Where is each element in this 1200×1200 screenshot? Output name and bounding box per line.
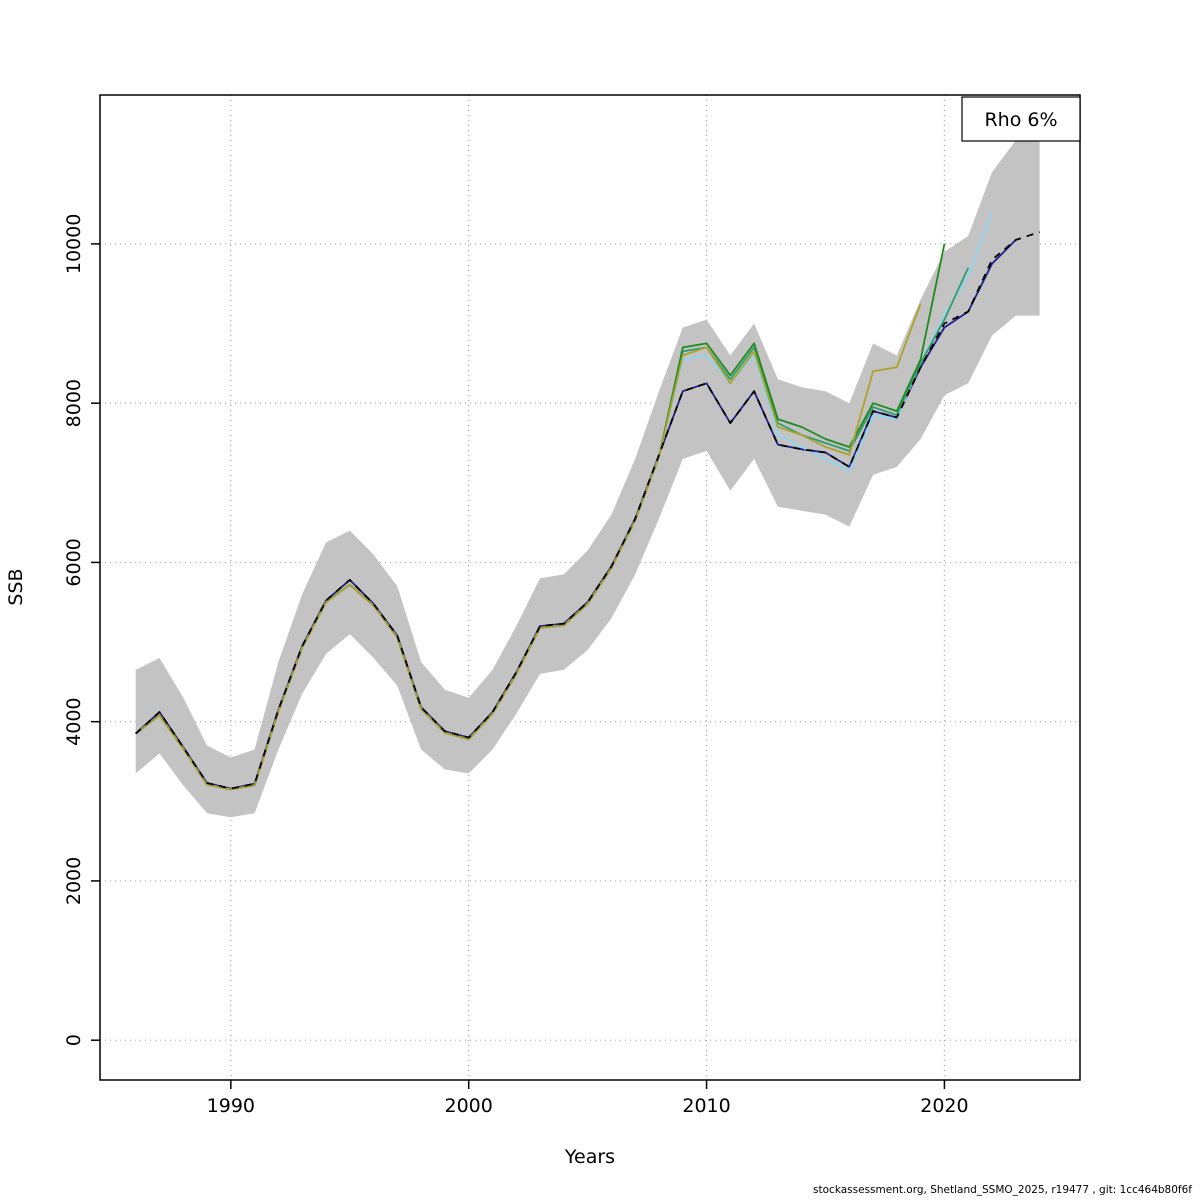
plot-border <box>99 94 1081 1081</box>
y-tick-label-6000: 6000 <box>63 538 85 586</box>
y-tick-label-4000: 4000 <box>63 697 85 745</box>
x-tick-label-2000: 2000 <box>445 1095 493 1117</box>
retro-peel-2020-green <box>135 243 946 791</box>
base-run-dashed <box>135 231 1040 790</box>
legend-box <box>961 96 1081 142</box>
y-axis-title: SSB <box>5 568 27 606</box>
x-tick-label-2020: 2020 <box>920 1095 968 1117</box>
y-tick-label-8000: 8000 <box>63 379 85 427</box>
x-axis-title: Years <box>564 1146 616 1168</box>
x-tick-label-1990: 1990 <box>207 1095 255 1117</box>
x-tick-label-2010: 2010 <box>682 1095 730 1117</box>
retro-peel-2021-teal <box>135 267 970 791</box>
confidence-band <box>135 136 1040 818</box>
y-tick-label-10000: 10000 <box>63 214 85 274</box>
retro-peel-2022-skyblue <box>135 211 993 791</box>
y-tick-label-0: 0 <box>63 1034 85 1046</box>
legend-label: Rho 6% <box>984 109 1057 131</box>
footer-attribution: stockassessment.org, Shetland_SSMO_2025,… <box>813 1184 1192 1196</box>
y-tick-label-2000: 2000 <box>63 857 85 905</box>
retro-peel-2019-olive <box>135 303 922 791</box>
